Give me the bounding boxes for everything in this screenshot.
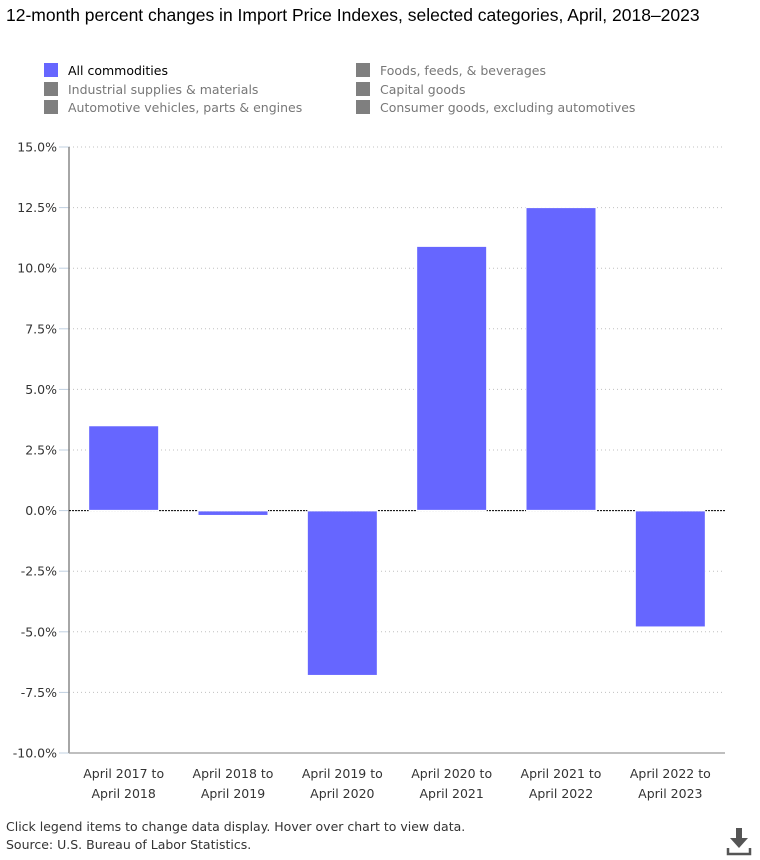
- x-tick-label: April 2022 to: [630, 766, 711, 781]
- legend-label: Capital goods: [380, 81, 466, 97]
- bar[interactable]: [416, 245, 488, 512]
- y-tick-label: -2.5%: [21, 564, 57, 579]
- y-tick-label: 10.0%: [17, 261, 57, 276]
- legend-label: Automotive vehicles, parts & engines: [68, 99, 303, 115]
- x-tick-label: April 2017 to: [83, 766, 164, 781]
- legend-item-foods[interactable]: Foods, feeds, & beverages: [356, 61, 546, 79]
- x-tick-label: April 2021 to: [521, 766, 602, 781]
- download-icon: [726, 828, 752, 856]
- y-tick-label: 12.5%: [17, 200, 57, 215]
- y-tick-label: -7.5%: [21, 685, 57, 700]
- footer: Click legend items to change data displa…: [6, 818, 465, 854]
- x-tick-label: April 2021: [419, 786, 483, 801]
- x-tick-label: April 2018: [91, 786, 155, 801]
- legend-swatch: [356, 63, 370, 77]
- y-axis: 15.0% 12.5% 10.0% 7.5% 5.0% 2.5% 0.0% -2.5% -5.0…: [13, 140, 70, 761]
- legend-label: Industrial supplies & materials: [68, 81, 259, 97]
- source-note: Source: U.S. Bureau of Labor Statistics.: [6, 837, 252, 852]
- legend-label: Consumer goods, excluding automotives: [380, 99, 636, 115]
- legend-swatch: [44, 82, 58, 96]
- y-tick-label: -5.0%: [21, 624, 57, 639]
- bar[interactable]: [88, 425, 160, 512]
- bar[interactable]: [306, 510, 378, 676]
- x-axis: April 2017 to April 2018 April 2018 to Apri…: [69, 752, 725, 801]
- legend-item-capital-goods[interactable]: Capital goods: [356, 80, 465, 98]
- y-tick-label: 15.0%: [17, 140, 57, 155]
- y-tick-label: 0.0%: [25, 503, 57, 518]
- legend-swatch: [44, 100, 58, 114]
- bar-chart[interactable]: 15.0% 12.5% 10.0% 7.5% 5.0% 2.5% 0.0% -2.5% -5.0…: [0, 0, 760, 810]
- x-tick-label: April 2020: [310, 786, 374, 801]
- legend-label: Foods, feeds, & beverages: [380, 62, 546, 78]
- y-tick-label: 2.5%: [25, 443, 57, 458]
- legend-swatch: [356, 82, 370, 96]
- legend-swatch: [44, 63, 58, 77]
- y-tick-label: 7.5%: [25, 321, 57, 336]
- bars: [88, 207, 706, 676]
- x-tick-label: April 2019: [201, 786, 265, 801]
- y-tick-label: -10.0%: [13, 746, 57, 761]
- y-tick-label: 5.0%: [25, 382, 57, 397]
- legend-item-automotive[interactable]: Automotive vehicles, parts & engines: [44, 98, 302, 116]
- download-button[interactable]: [726, 826, 752, 856]
- x-tick-label: April 2023: [638, 786, 702, 801]
- legend-label: All commodities: [68, 62, 168, 78]
- x-tick-label: April 2020 to: [411, 766, 492, 781]
- chart-title: 12-month percent changes in Import Price…: [6, 5, 700, 25]
- bar[interactable]: [634, 510, 706, 628]
- legend-item-all-commodities[interactable]: All commodities: [44, 61, 168, 79]
- gridlines: [69, 146, 725, 693]
- footer-note: Click legend items to change data displa…: [6, 819, 466, 834]
- x-tick-label: April 2019 to: [302, 766, 383, 781]
- bar[interactable]: [525, 207, 597, 512]
- x-tick-label: April 2018 to: [193, 766, 274, 781]
- legend-swatch: [356, 100, 370, 114]
- legend-item-consumer-goods[interactable]: Consumer goods, excluding automotives: [356, 98, 635, 116]
- legend-item-industrial-supplies[interactable]: Industrial supplies & materials: [44, 80, 258, 98]
- x-tick-label: April 2022: [529, 786, 593, 801]
